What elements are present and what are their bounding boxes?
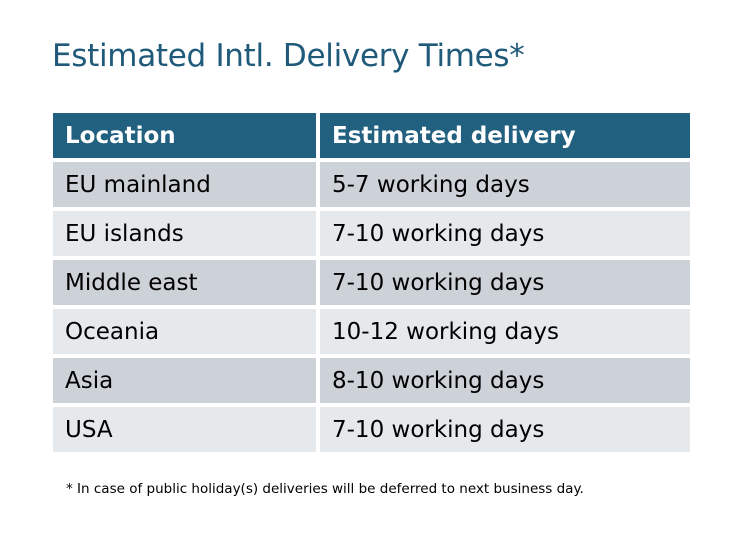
delivery-cell: 10-12 working days bbox=[320, 309, 690, 354]
delivery-cell: 8-10 working days bbox=[320, 358, 690, 403]
header-estimated-delivery: Estimated delivery bbox=[320, 113, 690, 158]
delivery-cell: 7-10 working days bbox=[320, 211, 690, 256]
table-header-row: Location Estimated delivery bbox=[53, 113, 690, 158]
delivery-cell: 7-10 working days bbox=[320, 407, 690, 452]
footnote: * In case of public holiday(s) deliverie… bbox=[66, 481, 584, 497]
location-cell: Oceania bbox=[53, 309, 316, 354]
delivery-cell: 5-7 working days bbox=[320, 162, 690, 207]
location-cell: Middle east bbox=[53, 260, 316, 305]
table-row: USA 7-10 working days bbox=[53, 407, 690, 452]
table-row: EU islands 7-10 working days bbox=[53, 211, 690, 256]
location-cell: EU islands bbox=[53, 211, 316, 256]
location-cell: Asia bbox=[53, 358, 316, 403]
page-title: Estimated Intl. Delivery Times* bbox=[52, 38, 525, 74]
location-cell: EU mainland bbox=[53, 162, 316, 207]
table-row: EU mainland 5-7 working days bbox=[53, 162, 690, 207]
delivery-table: Location Estimated delivery EU mainland 5… bbox=[49, 109, 694, 456]
table-row: Asia 8-10 working days bbox=[53, 358, 690, 403]
delivery-cell: 7-10 working days bbox=[320, 260, 690, 305]
location-cell: USA bbox=[53, 407, 316, 452]
table-row: Middle east 7-10 working days bbox=[53, 260, 690, 305]
table-row: Oceania 10-12 working days bbox=[53, 309, 690, 354]
header-location: Location bbox=[53, 113, 316, 158]
